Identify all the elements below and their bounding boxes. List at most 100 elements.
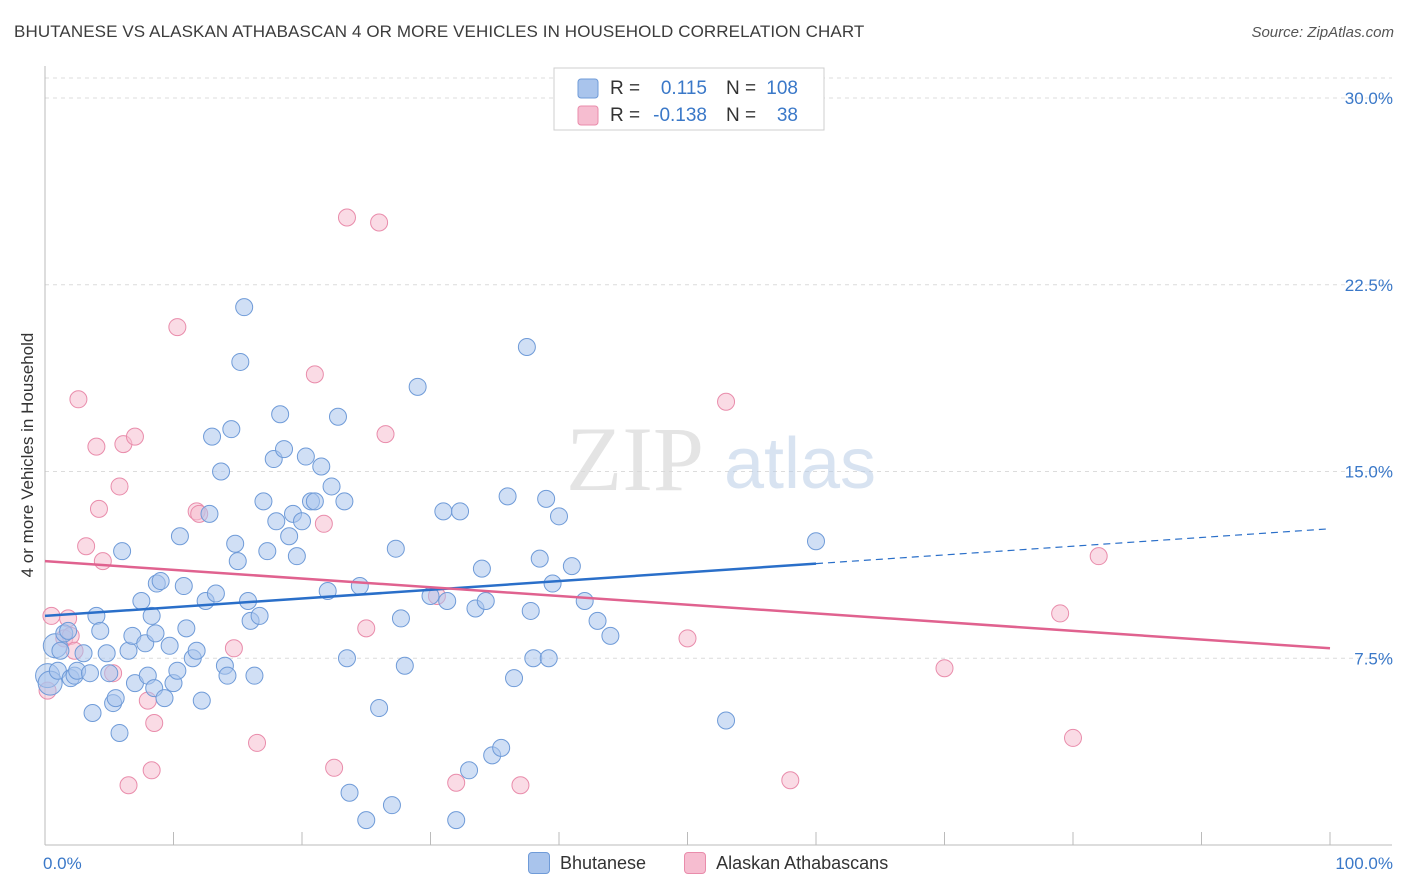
bhutanese-point-106: [550, 507, 568, 526]
bhutanese-point-57: [250, 606, 269, 625]
bhutanese-point-13: [87, 606, 106, 625]
bhutanese-point-31: [151, 572, 170, 591]
bhutanese-point-59: [258, 542, 277, 561]
bhutanese-point-4: [51, 641, 70, 660]
alaskan-athabascans-point-9: [89, 499, 108, 518]
bhutanese-point-97: [498, 487, 517, 506]
bhutanese-point-77: [340, 783, 359, 802]
chart-title: BHUTANESE VS ALASKAN ATHABASCAN 4 OR MOR…: [14, 22, 865, 41]
alaskan-athabascans-point-36: [781, 771, 800, 790]
bhutanese-point-15: [97, 644, 116, 663]
alaskan-athabascans-point-22: [224, 639, 243, 658]
stats-r-label-0: R =: [610, 78, 640, 99]
bhutanese-point-91: [460, 761, 479, 780]
bhutanese-point-10: [74, 644, 93, 663]
bhutanese-point-68: [296, 447, 315, 466]
bhutanese-point-50: [226, 534, 245, 553]
stats-legend: R = 0.115 N = 108 R = -0.138 N = 38: [553, 67, 825, 131]
y-tick-labels: 7.5% 15.0% 22.5% 30.0%: [1345, 89, 1393, 668]
bhutanese-point-99: [517, 338, 536, 356]
bhutanese-point-89: [447, 811, 466, 830]
watermark-zip: ZIP: [566, 408, 704, 510]
bhutanese-point-66: [287, 547, 306, 566]
bhutanese-point-41: [192, 691, 211, 710]
trend-lines: [44, 528, 1331, 650]
bhutanese-point-35: [168, 661, 187, 680]
x-tick-label-0: 0.0%: [43, 854, 82, 873]
bhutanese-point-63: [275, 440, 294, 459]
bhutanese-point-81: [382, 796, 401, 815]
bhutanese-point-88: [438, 591, 457, 610]
bhutanese-point-105: [543, 574, 562, 593]
bhutanese-point-27: [142, 606, 161, 625]
alaskan-athabascans-point-26: [325, 758, 344, 777]
axes: [44, 66, 1392, 846]
stats-n-label-1: N =: [726, 105, 756, 126]
y-axis-label: 4 or more Vehicles in Household: [18, 333, 37, 578]
bhutanese-point-108: [575, 591, 594, 610]
alaskan-athabascans-point-32: [447, 773, 466, 792]
bhutanese-trendline: [44, 562, 817, 618]
stats-swatch-1: [577, 105, 599, 126]
bottom-legend: Bhutanese Alaskan Athabascans: [528, 852, 926, 874]
bhutanese-point-44: [203, 427, 222, 446]
alaskan-athabascans-point-15: [125, 427, 144, 446]
alaskan-athabascans-point-29: [370, 213, 389, 232]
bhutanese-point-84: [395, 656, 414, 675]
legend-label-bhutanese: Bhutanese: [560, 852, 647, 873]
bhutanese-point-38: [177, 619, 196, 638]
legend-item-alaskan-athabascans: Alaskan Athabascans: [684, 852, 888, 874]
bhutanese-point-111: [717, 711, 736, 730]
bhutanese-point-94: [476, 591, 495, 610]
alaskan-athabascans-point-39: [1064, 728, 1082, 747]
bhutanese-point-73: [322, 477, 341, 496]
stats-swatch-0: [577, 78, 599, 99]
alaskan-athabascans-point-8: [87, 437, 106, 456]
bhutanese-point-46: [212, 462, 231, 481]
alaskan-athabascans-point-7: [77, 537, 96, 556]
alaskan-athabascans-point-19: [168, 318, 187, 337]
legend-label-alaskan-athabascans: Alaskan Athabascans: [716, 852, 889, 873]
legend-swatch-blue: [528, 852, 550, 874]
bhutanese-point-6: [59, 621, 78, 640]
alaskan-athabascans-point-18: [145, 713, 164, 732]
bhutanese-point-64: [280, 527, 299, 546]
bhutanese-point-67: [293, 512, 311, 531]
x-tick-labels: 0.0% 100.0%: [43, 854, 1393, 873]
bhutanese-point-53: [235, 298, 254, 317]
alaskan-athabascans-point-24: [305, 365, 324, 384]
alaskan-athabascans-point-35: [717, 392, 736, 411]
bhutanese-point-36: [170, 527, 189, 546]
bhutanese-point-20: [113, 542, 132, 561]
stats-n-value-0: 108: [766, 78, 798, 99]
bhutanese-point-110: [601, 626, 620, 645]
stats-n-value-1: 38: [777, 105, 798, 126]
bhutanese-point-48: [218, 666, 237, 685]
alaskan-athabascans-point-33: [511, 776, 530, 795]
bhutanese-point-49: [222, 420, 241, 439]
stats-r-value-1: -0.138: [653, 105, 707, 126]
bhutanese-point-43: [200, 504, 219, 523]
bhutanese-point-40: [187, 641, 206, 660]
bhutanese-point-102: [530, 549, 549, 568]
bhutanese-point-93: [472, 559, 491, 578]
bhutanese-point-98: [505, 669, 524, 688]
bhutanese-point-79: [357, 811, 376, 830]
bhutanese-point-104: [539, 649, 558, 668]
bhutanese-point-24: [132, 591, 151, 610]
bhutanese-point-71: [312, 457, 331, 476]
bhutanese-point-112: [807, 532, 825, 551]
alaskan-athabascans-point-25: [314, 514, 333, 533]
alaskan-athabascans-point-28: [357, 619, 376, 638]
bhutanese-point-101: [524, 649, 543, 668]
bhutanese-trendline-extension: [815, 528, 1331, 565]
alaskan-athabascans-point-34: [678, 629, 697, 648]
bhutanese-point-45: [206, 584, 225, 603]
watermark-atlas: atlas: [724, 424, 876, 504]
bhutanese-point-29: [146, 624, 165, 643]
alaskan-athabascans-point-27: [337, 208, 356, 227]
bhutanese-point-21: [119, 641, 138, 660]
y-tick-label-1: 15.0%: [1345, 463, 1393, 482]
bhutanese-point-76: [337, 649, 356, 668]
stats-r-value-0: 0.115: [661, 78, 707, 99]
